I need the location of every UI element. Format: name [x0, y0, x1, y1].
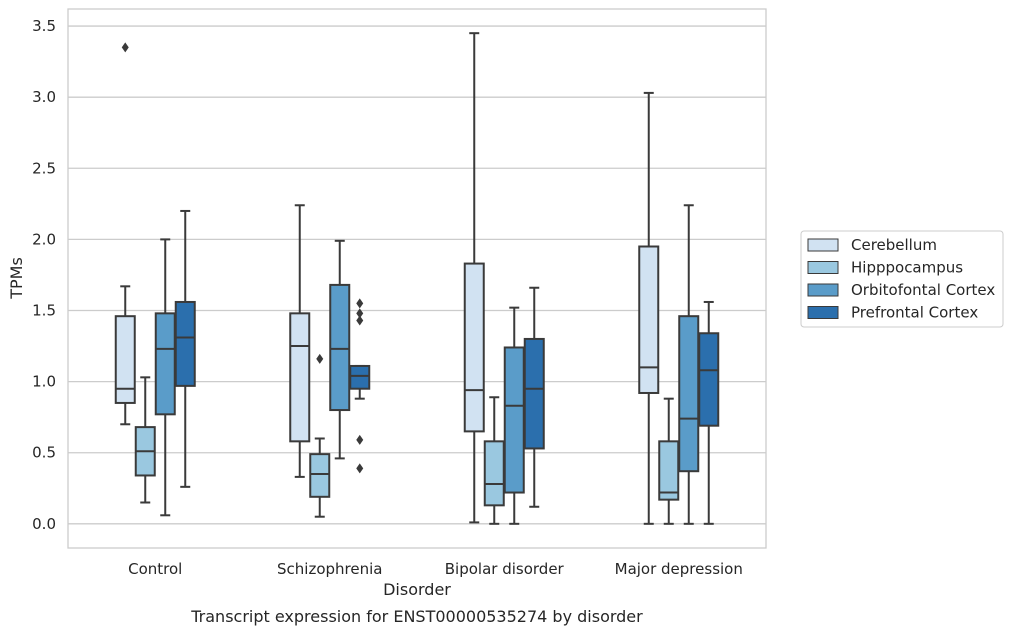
- box-body: [678, 315, 700, 473]
- box-hipppocampus: [483, 396, 505, 525]
- x-axis-label: Disorder: [383, 580, 451, 599]
- box-body: [349, 364, 371, 390]
- outlier-point: [121, 42, 129, 53]
- x-tick-label: Bipolar disorder: [445, 560, 565, 578]
- box-hipppocampus: [309, 353, 331, 518]
- y-tick-label: 1.0: [32, 373, 56, 391]
- box-cerebellum: [114, 42, 136, 426]
- plot-frame: [67, 8, 767, 549]
- legend-frame: [800, 230, 1004, 328]
- box-cerebellum: [463, 32, 485, 524]
- y-tick-label: 1.5: [32, 301, 56, 319]
- box-body: [523, 337, 545, 450]
- outlier-point: [356, 434, 364, 445]
- outlier-point: [356, 308, 364, 319]
- box-body: [114, 315, 136, 404]
- legend-label: Prefrontal Cortex: [851, 304, 978, 322]
- box-prefrontal-cortex: [698, 300, 720, 525]
- boxes: [114, 32, 720, 525]
- box-body: [483, 440, 505, 507]
- y-tick-label: 2.5: [32, 159, 56, 177]
- x-tick-label: Control: [128, 560, 182, 578]
- box-body: [638, 245, 660, 394]
- box-orbitofontal-cortex: [154, 238, 176, 517]
- box-body: [154, 312, 176, 416]
- legend-label: Hipppocampus: [851, 259, 963, 277]
- box-orbitofontal-cortex: [329, 239, 351, 460]
- legend-label: Orbitofontal Cortex: [851, 281, 995, 299]
- box-hipppocampus: [658, 397, 680, 525]
- box-hipppocampus: [134, 376, 156, 504]
- legend: Cerebellum Hipppocampus Orbitofontal Corte…: [800, 230, 1004, 328]
- x-tick-labels: Control Schizophrenia Bipolar disorder Majo…: [128, 560, 743, 578]
- box-cerebellum: [289, 204, 311, 478]
- legend-label: Cerebellum: [851, 236, 937, 254]
- box-body: [329, 283, 351, 412]
- legend-swatch: [807, 238, 839, 252]
- legend-swatch: [807, 306, 839, 319]
- box-body: [309, 453, 331, 498]
- box-prefrontal-cortex: [174, 209, 196, 488]
- box-prefrontal-cortex: [349, 298, 371, 474]
- box-body: [174, 300, 196, 387]
- y-tick-label: 0.5: [32, 444, 56, 462]
- outlier-point: [356, 463, 364, 474]
- y-tick-label: 3.0: [32, 88, 56, 106]
- y-tick-label: 0.0: [32, 515, 56, 533]
- x-tick-label: Schizophrenia: [277, 560, 382, 578]
- box-body: [658, 440, 680, 501]
- box-body: [698, 332, 720, 427]
- chart-caption: Transcript expression for ENST0000053527…: [190, 607, 643, 626]
- y-tick-label: 2.0: [32, 230, 56, 248]
- box-body: [463, 262, 485, 433]
- x-tick-label: Major depression: [615, 560, 743, 578]
- y-tick-label: 3.5: [32, 17, 56, 35]
- box-cerebellum: [638, 91, 660, 525]
- legend-swatch: [807, 261, 839, 274]
- outlier-point: [316, 353, 324, 364]
- y-axis-label: TPMs: [7, 257, 26, 300]
- legend-swatch: [807, 283, 839, 297]
- y-tick-labels: 0.0 0.5 1.0 1.5 2.0 2.5 3.0 3.5: [32, 17, 56, 533]
- box-body: [289, 312, 311, 443]
- box-prefrontal-cortex: [523, 286, 545, 508]
- outlier-point: [356, 298, 364, 309]
- box-body: [503, 346, 525, 494]
- outlier-point: [356, 315, 364, 326]
